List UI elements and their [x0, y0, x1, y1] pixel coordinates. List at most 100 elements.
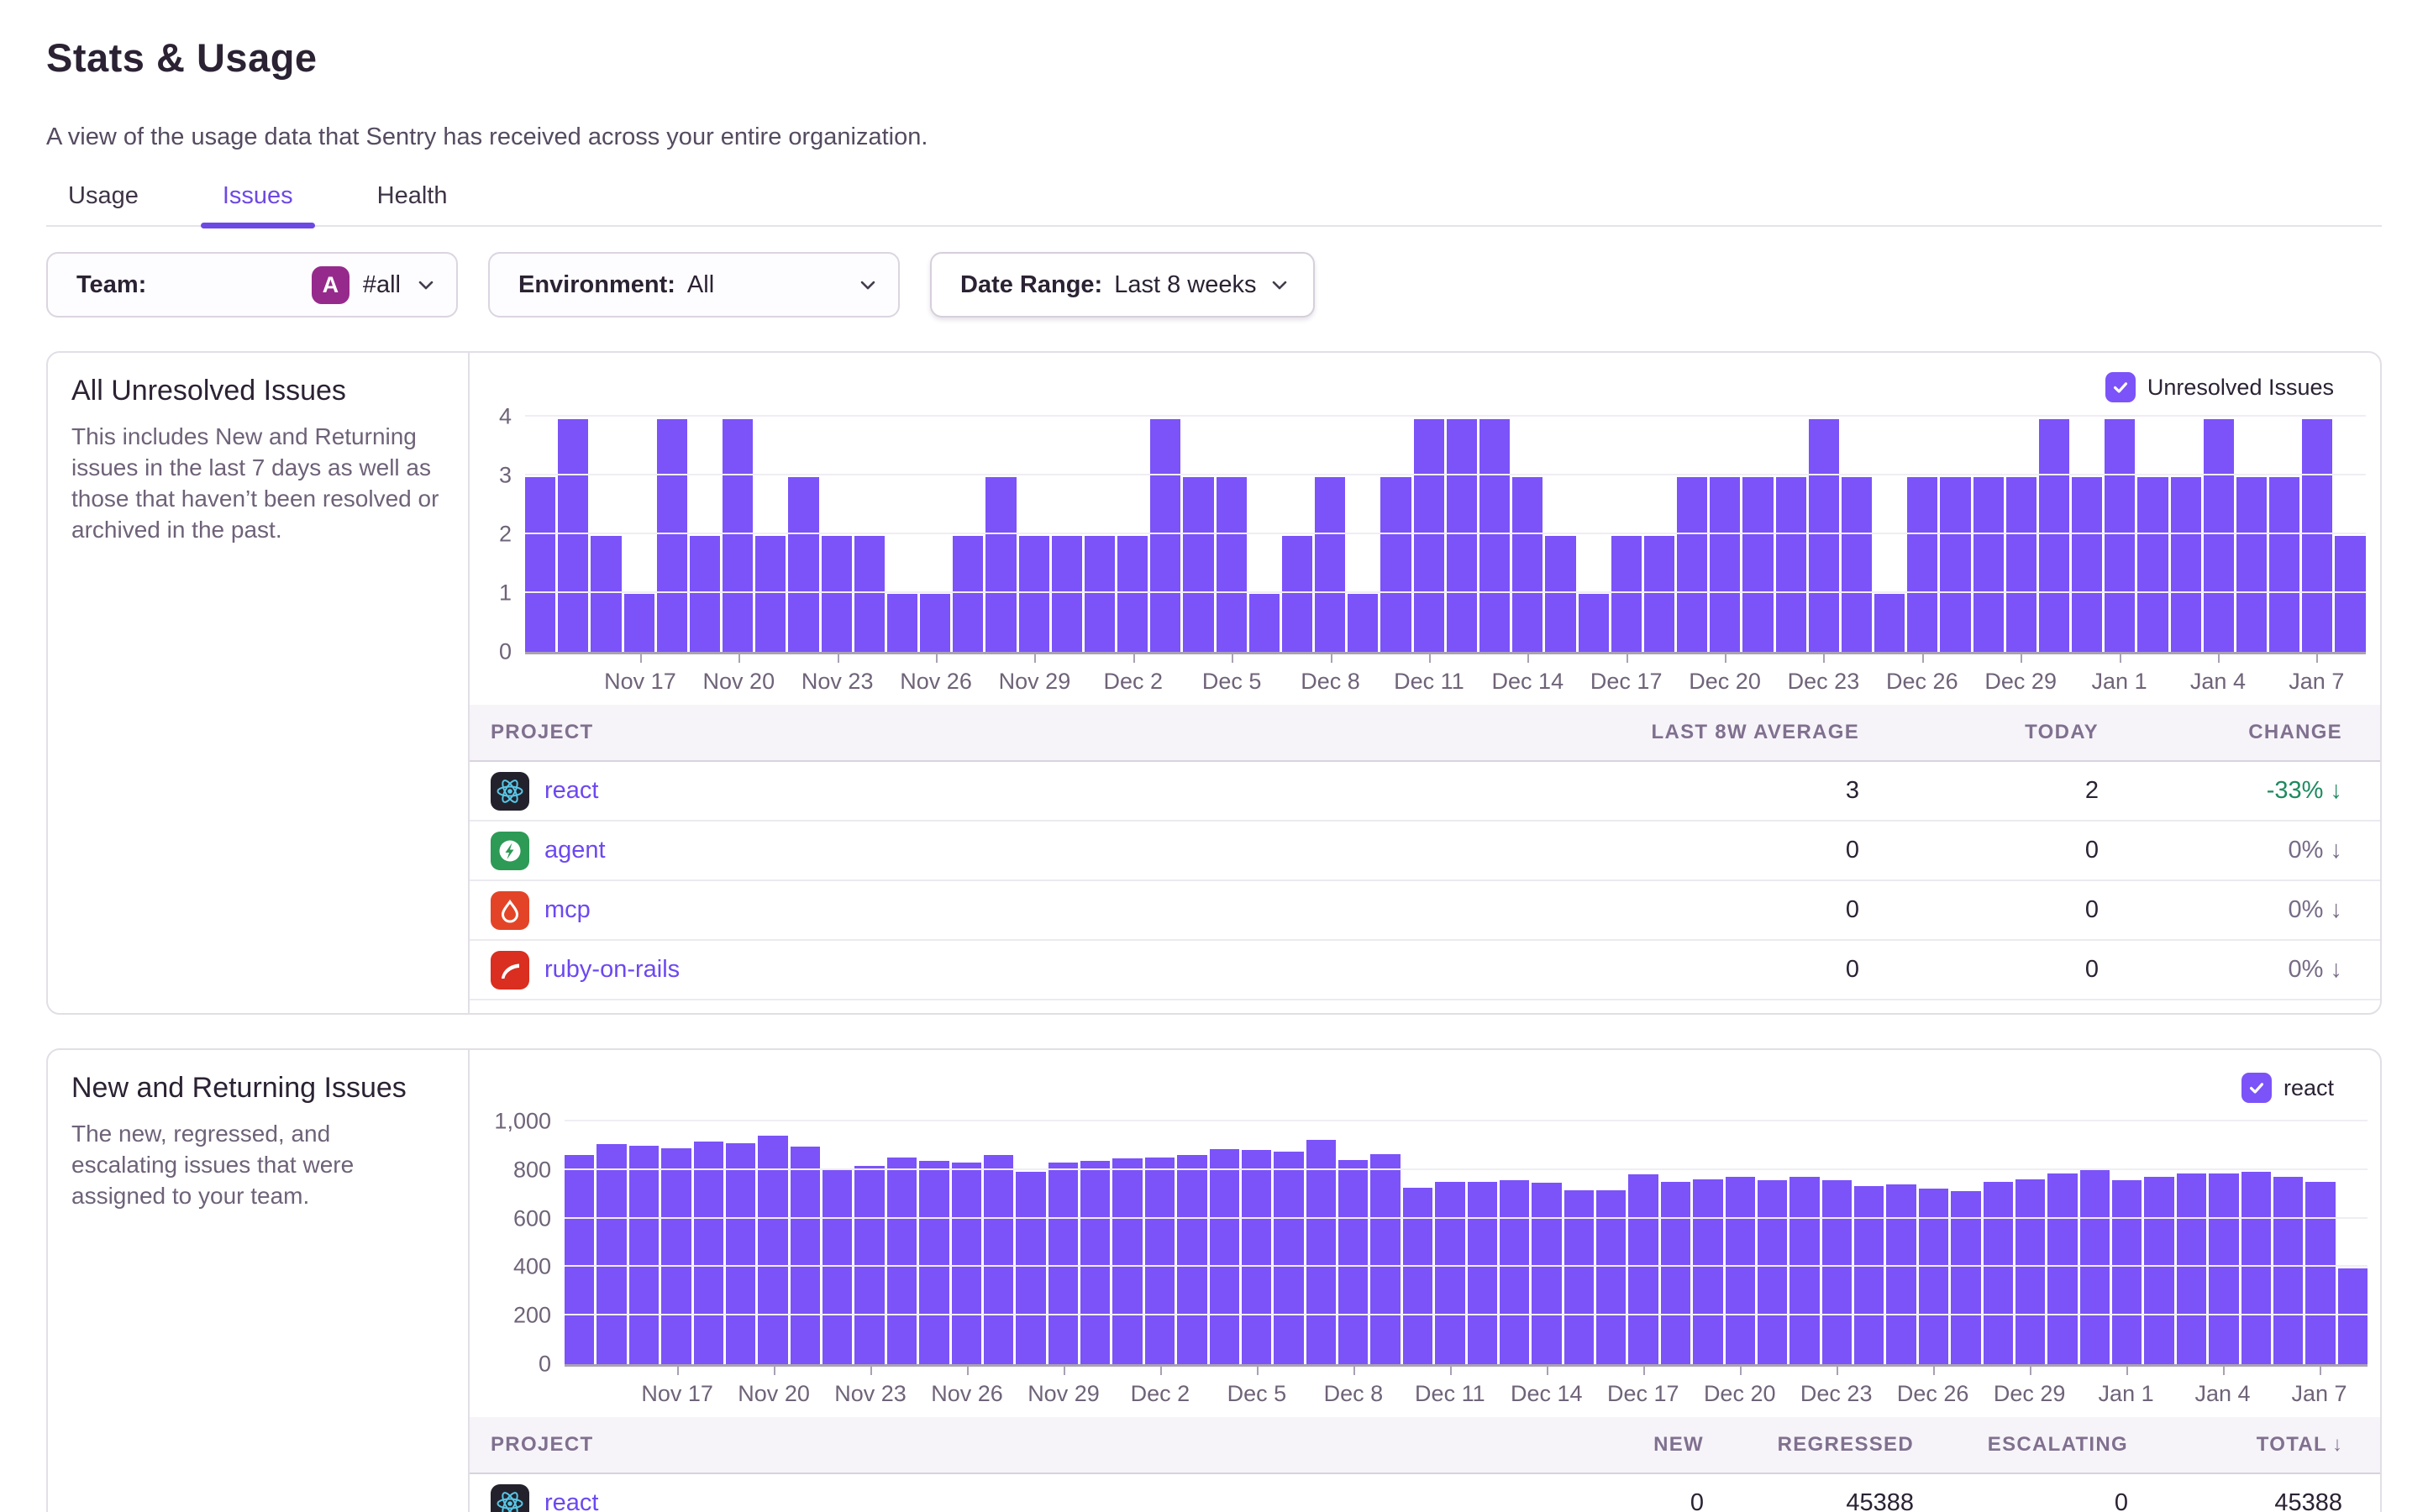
x-axis-tick-label: Dec 23	[1800, 1381, 1873, 1406]
x-axis-tick-label: Dec 17	[1590, 669, 1663, 694]
x-axis-tick	[1159, 1364, 1162, 1375]
chart-bar	[790, 1147, 820, 1364]
column-header-new[interactable]: NEW	[1653, 1433, 1704, 1456]
x-axis-tick-label: Dec 14	[1491, 669, 1564, 694]
x-axis-tick-label: Dec 20	[1703, 1381, 1776, 1406]
tab-issues[interactable]: Issues	[200, 166, 315, 228]
column-header-escalating[interactable]: ESCALATING	[1987, 1433, 2128, 1456]
chart-bar	[951, 1162, 981, 1364]
x-axis-tick-label: Nov 17	[604, 669, 676, 694]
environment-filter-label: Environment:	[518, 270, 675, 298]
x-axis-tick-label: Jan 4	[2194, 1381, 2251, 1406]
new-returning-issues-table: PROJECT NEW REGRESSED ESCALATING TOTAL ↓ react…	[470, 1417, 2380, 1512]
table-cell: 0% ↓	[2288, 837, 2342, 864]
x-axis-tick-label: Nov 26	[931, 1381, 1003, 1406]
project-link-react[interactable]: react	[544, 777, 599, 804]
x-axis-tick	[639, 652, 642, 663]
x-axis-tick-label: Nov 23	[834, 1381, 907, 1406]
panel-unresolved-side: All Unresolved Issues This includes New …	[48, 353, 470, 1013]
column-header-last-8w-average: LAST 8W AVERAGE	[1651, 721, 1859, 743]
project-link-react[interactable]: react	[544, 1489, 599, 1512]
chart-bar	[821, 535, 852, 652]
legend-checkbox-checked[interactable]	[2105, 372, 2136, 402]
react-project-icon	[491, 771, 529, 811]
tab-usage[interactable]: Usage	[46, 166, 160, 225]
x-axis-tick-label: Dec 2	[1130, 1381, 1190, 1406]
project-link-agent[interactable]: agent	[544, 837, 606, 864]
chart-bar	[596, 1144, 627, 1364]
chart-bar	[953, 535, 984, 652]
project-link-mcp[interactable]: mcp	[544, 896, 591, 923]
gridline	[565, 1265, 2368, 1268]
chart-bar	[1643, 535, 1675, 652]
panel-new-returning-issues: New and Returning Issues The new, regres…	[46, 1048, 2382, 1512]
chart-bar	[1338, 1159, 1369, 1364]
gridline	[525, 591, 2366, 593]
chart-bar	[1821, 1180, 1852, 1364]
environment-filter[interactable]: Environment: All	[488, 252, 900, 318]
chart-bar	[2137, 477, 2168, 652]
date-range-filter[interactable]: Date Range: Last 8 weeks	[930, 252, 1316, 318]
chart-bar	[758, 1136, 788, 1364]
chart-bar	[2072, 477, 2103, 652]
panel-unresolved-issues: All Unresolved Issues This includes New …	[46, 351, 2382, 1015]
chart-bar	[1775, 477, 1806, 652]
y-axis-tick-label: 3	[498, 462, 512, 488]
chart-bar	[1048, 1162, 1078, 1364]
column-header-total[interactable]: TOTAL ↓	[2256, 1433, 2342, 1456]
project-link-ruby-on-rails[interactable]: ruby-on-rails	[544, 956, 681, 983]
x-axis-tick	[2021, 652, 2023, 663]
table-cell: 0	[1690, 1489, 1704, 1512]
chart-bar	[983, 1155, 1014, 1364]
x-axis-tick	[1133, 652, 1135, 663]
tab-health[interactable]: Health	[355, 166, 470, 225]
x-axis-tick	[2029, 1364, 2031, 1375]
team-filter[interactable]: Team: A #all	[46, 252, 458, 318]
x-axis-tick-label: Nov 29	[1027, 1381, 1100, 1406]
x-axis-tick-label: Dec 29	[1984, 669, 2057, 694]
date-range-filter-value: Last 8 weeks	[1114, 270, 1257, 298]
legend-checkbox-checked[interactable]	[2241, 1073, 2272, 1103]
chart-bar	[886, 593, 918, 652]
x-axis-tick-label: Dec 17	[1606, 1381, 1679, 1406]
chart-bar	[788, 477, 819, 652]
x-axis-tick-label: Jan 7	[2291, 1381, 2347, 1406]
x-axis-tick-label: Dec 23	[1787, 669, 1860, 694]
x-axis-tick	[1353, 1364, 1355, 1375]
x-axis-tick	[2222, 1364, 2225, 1375]
chart-legend: react	[2241, 1073, 2334, 1103]
team-avatar: A	[311, 265, 349, 304]
chart-bar	[1370, 1153, 1401, 1364]
chart-bar	[2047, 1173, 2078, 1364]
chart-bar	[1973, 477, 2004, 652]
x-axis-tick	[1921, 652, 1924, 663]
chart-bar	[693, 1142, 723, 1364]
table-row: react 3 2 -33% ↓	[470, 762, 2380, 822]
chart-bar	[1051, 535, 1082, 652]
page-title: Stats & Usage	[46, 35, 318, 81]
chart-bar	[2305, 1181, 2336, 1364]
gridline	[525, 474, 2366, 475]
chart-bar	[1150, 419, 1181, 652]
chart-bar	[1274, 1151, 1304, 1364]
chart-bar	[623, 593, 654, 652]
panel-title: New and Returning Issues	[71, 1072, 407, 1104]
x-axis-tick	[1232, 652, 1234, 663]
chart-bar	[2038, 419, 2070, 652]
x-axis-tick-label: Dec 8	[1301, 669, 1360, 694]
chart-bar	[723, 419, 754, 652]
x-axis-tick	[1063, 1364, 1065, 1375]
gridline	[565, 1216, 2368, 1219]
x-axis-tick-label: Dec 11	[1394, 669, 1464, 694]
column-header-regressed[interactable]: REGRESSED	[1777, 1433, 1914, 1456]
panel-new-returning-main: 0 200 400 600 800 1,000 Nov 17 Nov 20 Nov 23 Nov …	[470, 1050, 2380, 1512]
chart-bar	[2144, 1176, 2174, 1364]
x-axis-tick	[2316, 652, 2319, 663]
y-axis-tick-label: 200	[512, 1302, 551, 1328]
table-cell: 45388	[2274, 1489, 2342, 1512]
x-axis-tick	[2119, 652, 2121, 663]
chart-bar	[1677, 477, 1708, 652]
filter-bar: Team: A #all Environment: All Date Range…	[46, 252, 1316, 318]
chart-bar	[1545, 535, 1576, 652]
